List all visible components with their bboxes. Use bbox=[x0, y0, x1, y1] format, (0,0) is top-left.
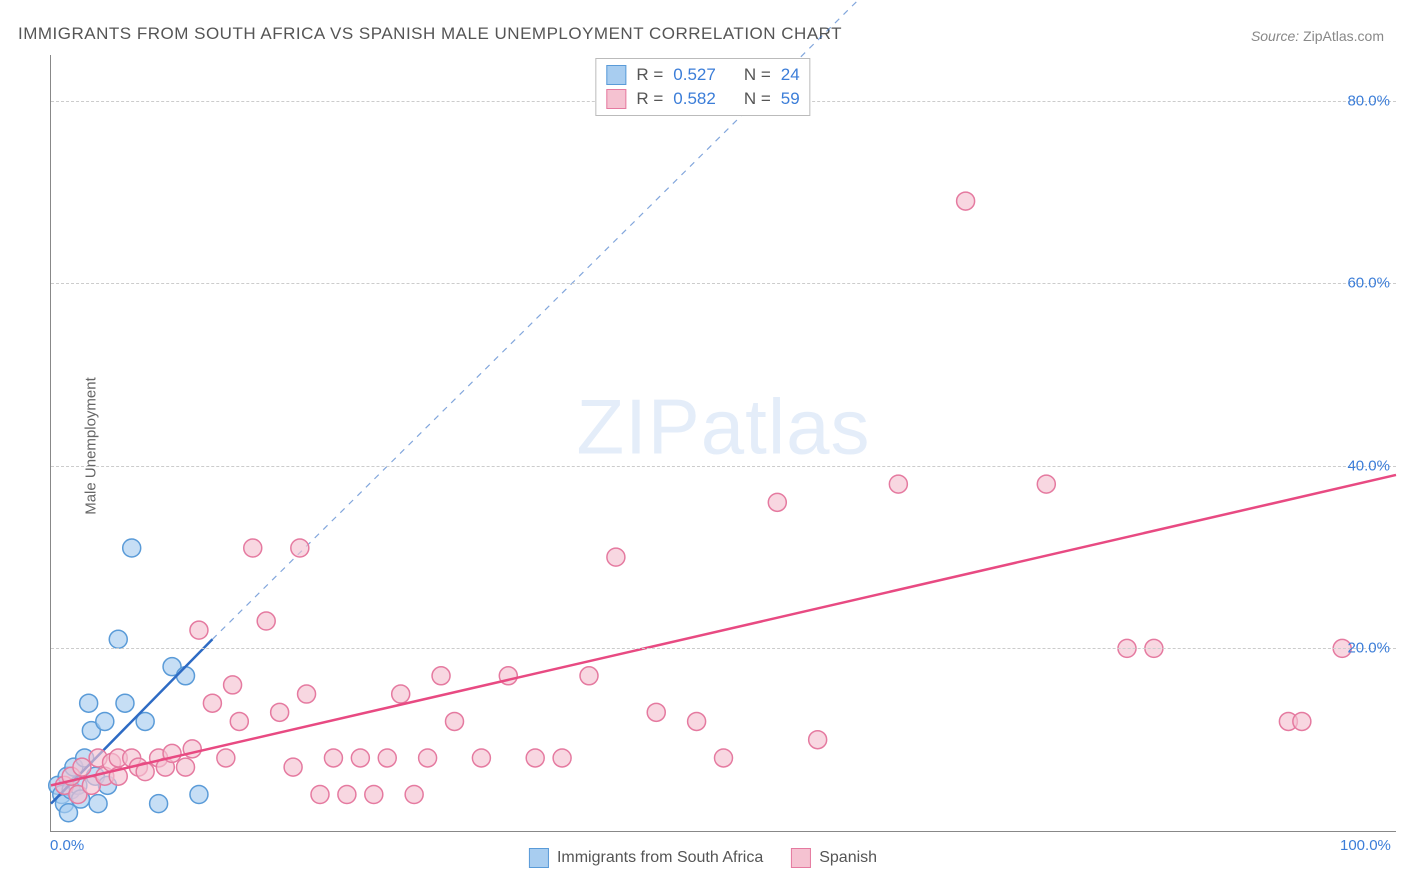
y-tick-label: 40.0% bbox=[1347, 457, 1390, 474]
grid-line bbox=[51, 648, 1396, 649]
data-point bbox=[217, 749, 235, 767]
source-attribution: Source: ZipAtlas.com bbox=[1251, 28, 1384, 44]
data-point bbox=[472, 749, 490, 767]
legend-item: Spanish bbox=[791, 848, 877, 868]
stats-row: R = 0.582 N = 59 bbox=[606, 87, 799, 111]
data-point bbox=[291, 539, 309, 557]
data-point bbox=[80, 694, 98, 712]
stat-r-value: 0.527 bbox=[673, 65, 716, 85]
stat-n-label: N = bbox=[744, 65, 771, 85]
data-point bbox=[257, 612, 275, 630]
data-point bbox=[526, 749, 544, 767]
data-point bbox=[73, 758, 91, 776]
data-point bbox=[298, 685, 316, 703]
data-point bbox=[957, 192, 975, 210]
stat-n-value: 59 bbox=[781, 89, 800, 109]
stat-swatch bbox=[606, 89, 626, 109]
data-point bbox=[647, 703, 665, 721]
regression-line bbox=[51, 475, 1396, 785]
data-point bbox=[177, 667, 195, 685]
data-point bbox=[116, 694, 134, 712]
data-point bbox=[351, 749, 369, 767]
source-label: Source: bbox=[1251, 28, 1299, 44]
legend-swatch bbox=[529, 848, 549, 868]
data-point bbox=[203, 694, 221, 712]
x-tick-label: 100.0% bbox=[1340, 837, 1391, 854]
data-point bbox=[150, 795, 168, 813]
data-point bbox=[580, 667, 598, 685]
data-point bbox=[109, 630, 127, 648]
data-point bbox=[419, 749, 437, 767]
stat-swatch bbox=[606, 65, 626, 85]
stat-r-value: 0.582 bbox=[673, 89, 716, 109]
data-point bbox=[1293, 712, 1311, 730]
data-point bbox=[378, 749, 396, 767]
data-point bbox=[89, 795, 107, 813]
data-point bbox=[177, 758, 195, 776]
data-point bbox=[432, 667, 450, 685]
chart-title: IMMIGRANTS FROM SOUTH AFRICA VS SPANISH … bbox=[18, 24, 842, 44]
stat-r-label: R = bbox=[636, 65, 663, 85]
data-point bbox=[311, 785, 329, 803]
y-tick-label: 80.0% bbox=[1347, 92, 1390, 109]
data-point bbox=[365, 785, 383, 803]
data-point bbox=[244, 539, 262, 557]
data-point bbox=[809, 731, 827, 749]
data-point bbox=[96, 712, 114, 730]
plot-area: ZIPatlas bbox=[50, 55, 1396, 832]
stat-n-label: N = bbox=[744, 89, 771, 109]
data-point bbox=[553, 749, 571, 767]
grid-line bbox=[51, 466, 1396, 467]
data-point bbox=[284, 758, 302, 776]
data-point bbox=[230, 712, 248, 730]
grid-line bbox=[51, 283, 1396, 284]
legend-item: Immigrants from South Africa bbox=[529, 848, 763, 868]
data-point bbox=[688, 712, 706, 730]
data-point bbox=[446, 712, 464, 730]
data-point bbox=[715, 749, 733, 767]
data-point bbox=[224, 676, 242, 694]
data-point bbox=[271, 703, 289, 721]
y-tick-label: 60.0% bbox=[1347, 275, 1390, 292]
data-point bbox=[768, 493, 786, 511]
stats-box: R = 0.527 N = 24 R = 0.582 N = 59 bbox=[595, 58, 810, 116]
legend-label: Spanish bbox=[819, 849, 877, 867]
stats-row: R = 0.527 N = 24 bbox=[606, 63, 799, 87]
legend-swatch bbox=[791, 848, 811, 868]
y-tick-label: 20.0% bbox=[1347, 640, 1390, 657]
data-point bbox=[324, 749, 342, 767]
data-point bbox=[123, 539, 141, 557]
bottom-legend: Immigrants from South Africa Spanish bbox=[529, 848, 877, 868]
data-point bbox=[405, 785, 423, 803]
source-value: ZipAtlas.com bbox=[1303, 28, 1384, 44]
data-point bbox=[392, 685, 410, 703]
data-point bbox=[190, 621, 208, 639]
data-point bbox=[607, 548, 625, 566]
stat-r-label: R = bbox=[636, 89, 663, 109]
stat-n-value: 24 bbox=[781, 65, 800, 85]
data-point bbox=[1037, 475, 1055, 493]
legend-label: Immigrants from South Africa bbox=[557, 849, 763, 867]
data-point bbox=[190, 785, 208, 803]
data-point bbox=[338, 785, 356, 803]
data-point bbox=[889, 475, 907, 493]
x-tick-label: 0.0% bbox=[50, 837, 84, 854]
chart-svg bbox=[51, 55, 1396, 831]
